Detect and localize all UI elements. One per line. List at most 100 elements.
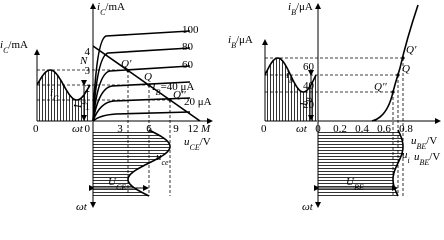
y-tick-label: 1 bbox=[85, 101, 91, 113]
label-part: C bbox=[100, 8, 106, 17]
label-part: CE bbox=[116, 183, 126, 192]
label-part: u bbox=[411, 135, 417, 147]
label-part: B bbox=[156, 88, 161, 97]
time-label: ωt bbox=[302, 201, 314, 213]
output-curves bbox=[92, 30, 201, 122]
label-part: /μA bbox=[296, 1, 313, 13]
signal-label: iC bbox=[50, 87, 59, 103]
label-part: /V bbox=[429, 151, 440, 163]
label-part: /mA bbox=[8, 39, 28, 51]
label-part: ce bbox=[162, 158, 170, 167]
dc-label: IB bbox=[298, 97, 314, 107]
label-part: U bbox=[108, 176, 117, 188]
y-tick-label: 20 bbox=[303, 99, 315, 111]
label-part: i bbox=[0, 39, 3, 51]
label-part: i bbox=[408, 156, 410, 165]
label-part: B bbox=[305, 97, 314, 102]
label-part: C bbox=[53, 94, 59, 103]
signal-label: ib bbox=[286, 69, 293, 85]
point-label: M bbox=[200, 123, 211, 135]
x-tick-label: 0 bbox=[315, 123, 321, 135]
label-part: BE bbox=[420, 158, 430, 167]
axis-title: iB/μA bbox=[228, 34, 253, 50]
label-part: =40 μA bbox=[161, 81, 195, 93]
label-part: U bbox=[346, 176, 355, 188]
y-tick-label: 2 bbox=[85, 83, 91, 95]
label-part: BE bbox=[354, 183, 364, 192]
label-part: i bbox=[50, 87, 53, 99]
y-tick-label: 3 bbox=[85, 65, 91, 77]
input-curve bbox=[371, 4, 419, 122]
label-part: u bbox=[156, 151, 162, 163]
label-part: b bbox=[289, 76, 293, 85]
label-part: CE bbox=[190, 143, 200, 152]
axis-title: iB/μA bbox=[288, 1, 313, 17]
wave-area bbox=[265, 58, 316, 121]
signal-label: ui bbox=[402, 149, 410, 165]
axis-title: uBE/V bbox=[414, 151, 440, 167]
label-part: B bbox=[231, 41, 236, 50]
curve-label: 60 bbox=[182, 59, 194, 71]
y-tick-label: 0 bbox=[85, 123, 91, 135]
label-part: I bbox=[151, 81, 157, 93]
x-tick-label: 0.6 bbox=[377, 123, 391, 135]
signal-label: uce bbox=[156, 151, 169, 167]
point-label: Q'' bbox=[173, 89, 186, 101]
point-label: Q bbox=[402, 63, 410, 75]
axis-title: iC/mA bbox=[0, 39, 28, 55]
label-part: /μA bbox=[236, 34, 253, 46]
axis-title: iC/mA bbox=[97, 1, 125, 17]
point-label: Q bbox=[144, 71, 152, 83]
x-tick-label: 6 bbox=[146, 123, 152, 135]
curve-label: 80 bbox=[182, 41, 194, 53]
dc-label: IC bbox=[72, 98, 88, 109]
curve-label: 100 bbox=[182, 24, 199, 36]
label-part: u bbox=[414, 151, 420, 163]
x-tick-label: 9 bbox=[173, 123, 179, 135]
point-label: Q'' bbox=[374, 81, 387, 93]
label-part: I bbox=[72, 103, 84, 109]
wave-area bbox=[37, 70, 90, 121]
wave bbox=[392, 129, 404, 197]
dc-label: UBE bbox=[346, 176, 364, 192]
label-part: /V bbox=[200, 136, 211, 148]
x-tick-label: 0.8 bbox=[399, 123, 413, 135]
curve-label: 20 μA bbox=[184, 96, 212, 108]
label-part: /V bbox=[426, 135, 437, 147]
dc-label: UCE bbox=[108, 176, 126, 192]
wave bbox=[264, 57, 317, 93]
time-label: ωt bbox=[296, 123, 308, 135]
origin-label: 0 bbox=[33, 123, 39, 135]
label-part: i bbox=[288, 1, 291, 13]
x-tick-label: 0.2 bbox=[333, 123, 347, 135]
label-part: u bbox=[184, 136, 190, 148]
point-label: N bbox=[79, 55, 88, 67]
label-part: /mA bbox=[105, 1, 125, 13]
time-label: ωt bbox=[76, 201, 88, 213]
y-tick-label: 40 bbox=[303, 80, 315, 92]
label-part: C bbox=[79, 98, 88, 104]
origin-label: 0 bbox=[261, 123, 267, 135]
y-tick-label: 4 bbox=[85, 46, 91, 58]
x-tick-label: 12 bbox=[188, 123, 199, 135]
label-part: i bbox=[97, 1, 100, 13]
label-part: C bbox=[3, 46, 9, 55]
label-part: I bbox=[298, 101, 310, 107]
time-label: ωt bbox=[72, 123, 84, 135]
point-label: Q' bbox=[121, 58, 132, 70]
wave-area bbox=[318, 130, 403, 196]
axis-title: uCE/V bbox=[184, 136, 211, 152]
waveforms bbox=[36, 57, 404, 197]
point-label: Q' bbox=[406, 44, 417, 56]
curve-label: IB=40 μA bbox=[151, 81, 194, 97]
wave-area bbox=[93, 130, 170, 196]
wave bbox=[36, 69, 91, 101]
label-part: i bbox=[228, 34, 231, 46]
label-part: BE bbox=[417, 142, 427, 151]
wave bbox=[127, 129, 171, 197]
label-part: u bbox=[402, 149, 408, 161]
label-part: i bbox=[286, 69, 289, 81]
label-part: B bbox=[291, 8, 296, 17]
